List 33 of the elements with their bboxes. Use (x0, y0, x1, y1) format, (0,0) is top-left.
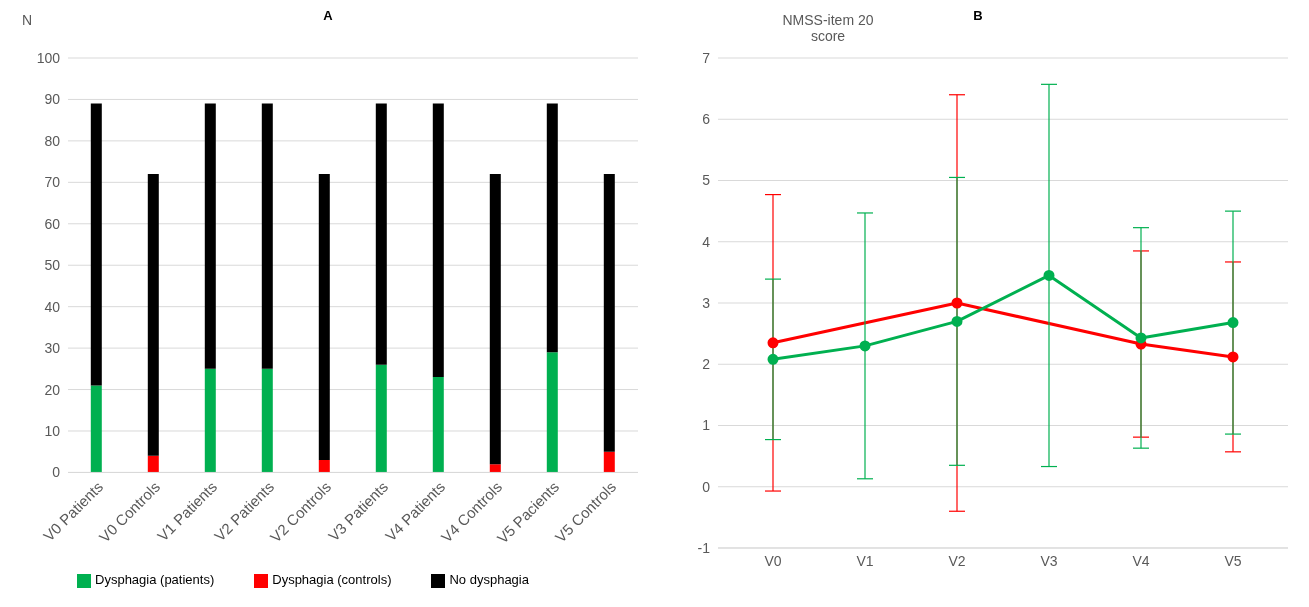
y-tick-label: 70 (44, 174, 61, 191)
y-axis-title: NMSS-item 20 score (781, 12, 875, 44)
y-tick-label: 3 (702, 294, 711, 311)
x-tick-label: V0 (764, 552, 782, 569)
y-axis-title: N (22, 12, 34, 28)
y-tick-label: 100 (36, 49, 61, 66)
y-tick-label: 90 (44, 91, 61, 108)
chart-title: B (973, 8, 983, 23)
legend-label: No dysphagia (449, 572, 529, 588)
y-tick-label: -1 (697, 539, 711, 556)
y-tick-label: 10 (44, 422, 61, 439)
legend-label: Dysphagia (controls) (272, 572, 392, 588)
y-tick-label: 60 (44, 215, 61, 232)
y-tick-label: 6 (702, 111, 711, 128)
y-tick-label: 1 (702, 417, 711, 434)
y-tick-label: 50 (44, 257, 61, 274)
y-tick-label: 2 (702, 356, 711, 373)
y-tick-label: 0 (702, 478, 711, 495)
y-tick-label: 20 (44, 381, 61, 398)
chart-title: A (323, 8, 333, 23)
legend-label: Dysphagia (patients) (95, 572, 215, 588)
x-tick-label: V5 (1224, 552, 1242, 569)
y-tick-label: 0 (52, 464, 61, 481)
x-tick-label: V3 (1040, 552, 1058, 569)
x-tick-label: V2 (948, 552, 966, 569)
x-tick-label: V1 (856, 552, 874, 569)
y-tick-label: 30 (44, 340, 61, 357)
y-tick-label: 7 (702, 49, 711, 66)
y-tick-label: 40 (44, 298, 61, 315)
y-tick-label: 5 (702, 172, 711, 189)
x-tick-label: V4 (1132, 552, 1150, 569)
y-tick-label: 4 (702, 233, 711, 250)
y-tick-label: 80 (44, 132, 61, 149)
